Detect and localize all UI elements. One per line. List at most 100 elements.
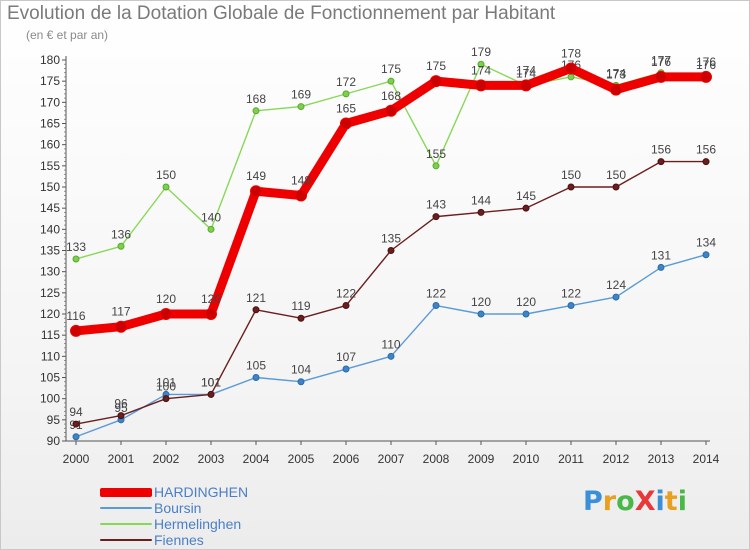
data-label-hardinghen: 174	[471, 63, 491, 77]
data-point-boursin	[477, 310, 485, 318]
data-label-fiennes: 100	[156, 380, 176, 394]
data-point-boursin	[702, 251, 710, 259]
data-label-hermelinghen: 169	[291, 88, 311, 102]
logo-letter: o	[616, 486, 635, 517]
legend-label: HARDINGHEN	[154, 484, 249, 500]
data-point-hardinghen	[385, 104, 397, 117]
data-label-boursin: 110	[381, 337, 400, 351]
data-point-hermelinghen	[297, 103, 305, 111]
x-tick-label: 2001	[108, 452, 135, 466]
data-label-boursin: 104	[291, 363, 311, 377]
data-label-hardinghen: 117	[111, 305, 130, 319]
data-point-hardinghen	[160, 308, 172, 320]
data-label-hardinghen: 165	[336, 102, 356, 116]
data-point-boursin	[297, 378, 305, 386]
y-tick-label: 95	[47, 413, 61, 427]
logo-letter: i	[655, 486, 665, 517]
chart-title: Evolution de la Dotation Globale de Fonc…	[7, 3, 556, 24]
x-tick-label: 2006	[333, 452, 360, 466]
data-point-hermelinghen	[567, 73, 575, 81]
y-tick-label: 105	[40, 371, 60, 385]
data-point-hardinghen	[430, 75, 442, 88]
y-tick-label: 125	[40, 286, 60, 300]
data-point-hardinghen	[115, 320, 127, 333]
legend-swatch	[100, 523, 152, 525]
data-label-boursin: 95	[114, 401, 128, 415]
data-point-hermelinghen	[477, 60, 485, 68]
legend-label: Fiennes	[154, 532, 204, 548]
data-label-hermelinghen: 179	[471, 45, 491, 59]
x-tick-label: 2009	[468, 452, 495, 466]
data-label-boursin: 124	[606, 278, 626, 292]
data-label-fiennes: 145	[516, 189, 536, 203]
data-label-hermelinghen: 176	[696, 58, 716, 72]
data-point-fiennes	[297, 314, 305, 322]
x-tick-label: 2005	[288, 452, 315, 466]
data-point-fiennes	[117, 412, 125, 420]
y-tick-label: 180	[40, 53, 60, 67]
data-point-hardinghen	[475, 79, 487, 92]
logo-letter: P	[583, 486, 603, 517]
y-tick-label: 135	[40, 244, 60, 258]
y-tick-label: 170	[40, 95, 60, 109]
data-point-boursin	[657, 263, 665, 271]
data-point-fiennes	[342, 302, 350, 310]
data-point-fiennes	[477, 208, 485, 216]
data-point-hermelinghen	[72, 255, 80, 263]
chart-subtitle: (en € et par an)	[26, 28, 109, 42]
data-label-fiennes: 156	[696, 143, 716, 157]
data-label-hardinghen: 176	[696, 55, 716, 69]
data-label-hardinghen: 178	[561, 46, 581, 60]
data-label-boursin: 131	[651, 248, 671, 262]
data-label-hermelinghen: 133	[66, 240, 86, 254]
data-point-hermelinghen	[162, 183, 170, 191]
x-tick-label: 2008	[423, 452, 450, 466]
y-tick-label: 160	[40, 138, 60, 152]
legend-swatch	[100, 487, 152, 497]
legend-label: Boursin	[154, 500, 202, 516]
data-point-hermelinghen	[117, 242, 125, 250]
legend-swatch	[100, 539, 152, 541]
x-tick-label: 2002	[153, 452, 180, 466]
data-point-fiennes	[432, 213, 440, 221]
data-label-hardinghen: 168	[381, 89, 401, 103]
data-point-boursin	[342, 365, 350, 373]
data-label-hardinghen: 120	[201, 292, 221, 306]
data-point-boursin	[612, 293, 620, 301]
data-label-boursin: 120	[471, 295, 491, 309]
data-point-hermelinghen	[432, 162, 440, 170]
legend-item-hermelinghen: Hermelinghen	[100, 516, 248, 532]
data-label-hermelinghen: 174	[516, 66, 536, 80]
data-label-hardinghen: 116	[66, 309, 85, 323]
x-tick-label: 2013	[648, 452, 675, 466]
x-tick-label: 2012	[603, 452, 630, 466]
y-tick-label: 90	[47, 434, 61, 448]
data-point-fiennes	[387, 247, 395, 254]
data-point-fiennes	[567, 183, 575, 191]
y-tick-label: 155	[40, 159, 60, 173]
data-point-fiennes	[612, 183, 620, 191]
data-point-hardinghen	[340, 117, 352, 130]
x-tick-label: 2004	[243, 452, 270, 466]
data-label-fiennes: 150	[606, 168, 626, 182]
data-label-fiennes: 143	[426, 198, 446, 212]
data-label-fiennes: 101	[201, 375, 221, 389]
data-label-boursin: 101	[156, 375, 176, 389]
legend-item-fiennes: Fiennes	[100, 532, 248, 548]
y-tick-label: 140	[40, 222, 60, 236]
data-point-fiennes	[207, 390, 215, 398]
logo-letter: t	[664, 486, 678, 517]
data-point-boursin	[72, 433, 80, 441]
x-tick-label: 2007	[378, 452, 405, 466]
data-point-fiennes	[702, 158, 710, 166]
data-label-hermelinghen: 155	[426, 147, 446, 161]
data-point-hardinghen	[205, 308, 217, 320]
data-label-hermelinghen: 172	[336, 75, 356, 89]
data-point-fiennes	[252, 306, 260, 314]
y-tick-label: 165	[40, 117, 60, 131]
legend-label: Hermelinghen	[154, 516, 242, 532]
data-point-hardinghen	[520, 79, 532, 92]
data-label-fiennes: 121	[246, 291, 266, 305]
legend-item-hardinghen: HARDINGHEN	[100, 484, 248, 500]
data-point-hardinghen	[295, 189, 307, 202]
